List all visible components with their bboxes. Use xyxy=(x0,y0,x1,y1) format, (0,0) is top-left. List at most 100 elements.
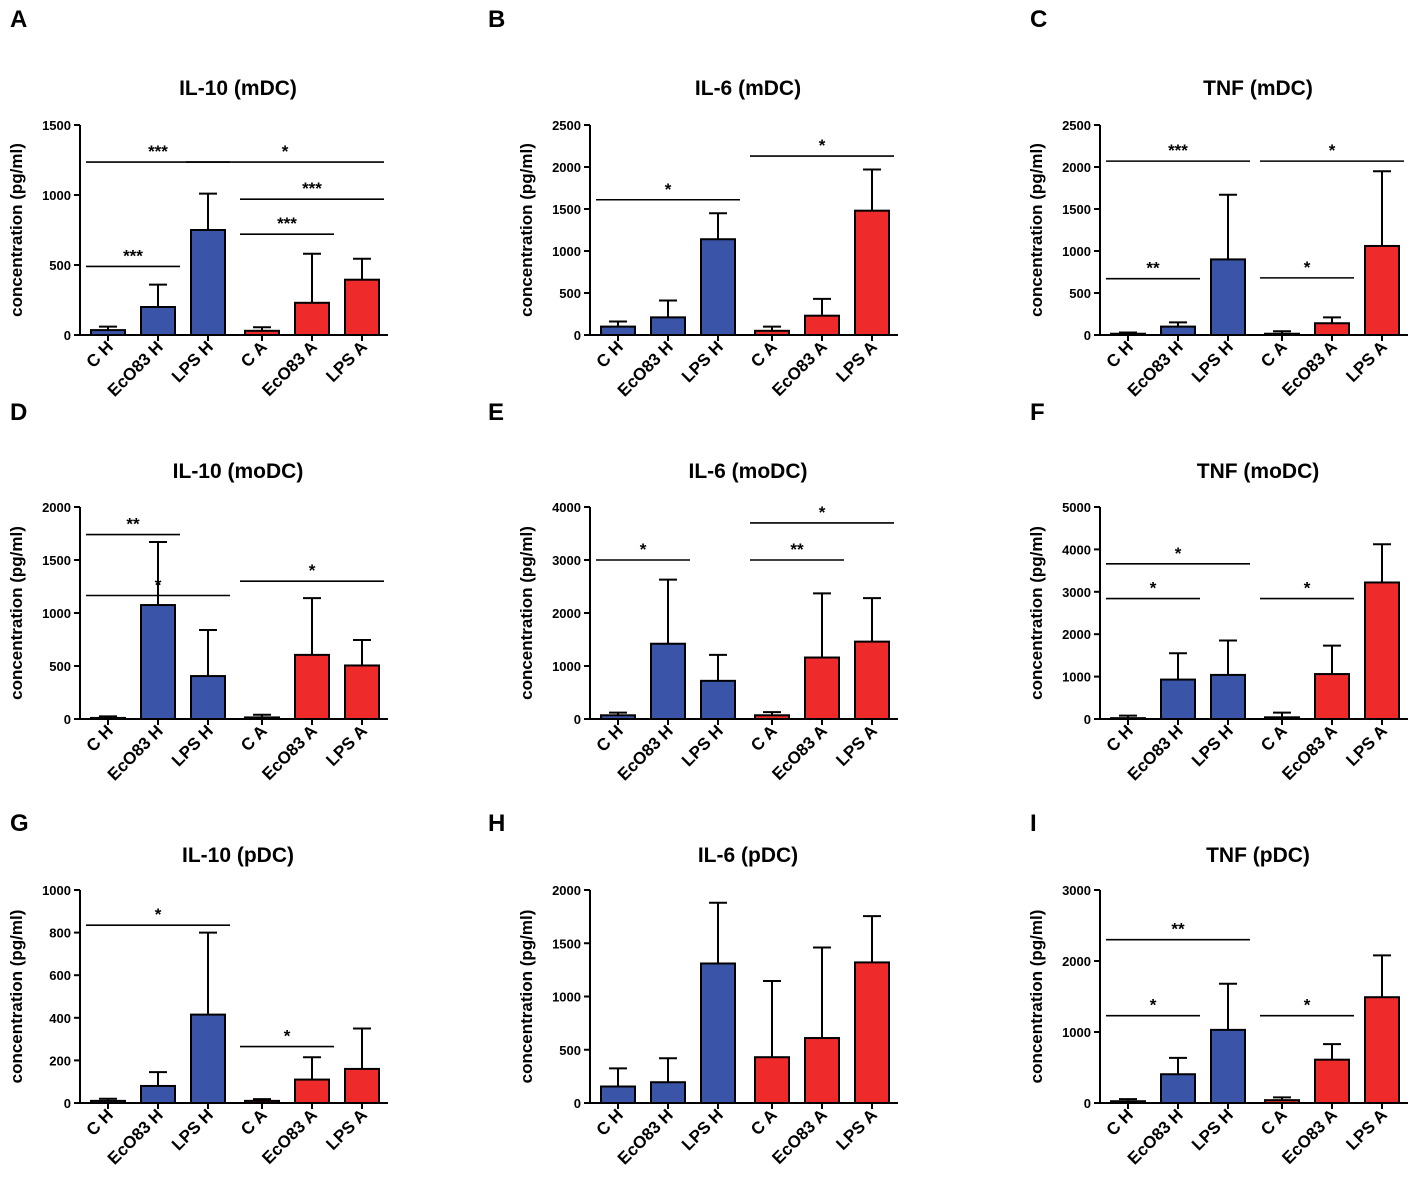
bar-lps-h xyxy=(700,962,736,1104)
significance-label: * xyxy=(1150,996,1157,1015)
y-tick-label: 2000 xyxy=(552,160,581,175)
y-axis-label: concentration (pg/ml) xyxy=(1027,143,1046,317)
bar-eco83-a xyxy=(1314,322,1350,336)
y-tick-label: 1000 xyxy=(552,244,581,259)
category-label: EcO83 H xyxy=(104,337,167,400)
bar-lps-a xyxy=(854,640,890,720)
y-axis-label: concentration (pg/ml) xyxy=(7,526,26,700)
y-tick-label: 0 xyxy=(64,712,71,727)
panel-letter: A xyxy=(10,6,27,33)
category-label: EcO83 H xyxy=(104,721,167,784)
chart-panel-I: I TNF (pDC) concentration (pg/ml) 0 1000 2000… xyxy=(1027,810,1408,1168)
y-tick-label: 500 xyxy=(49,258,71,273)
category-label: C H xyxy=(1103,1105,1137,1139)
bar-lps-a xyxy=(1364,581,1400,720)
y-tick-label: 1000 xyxy=(1062,1025,1091,1040)
chart-title: IL-10 (moDC) xyxy=(173,460,304,483)
bar-c-h xyxy=(1110,717,1146,720)
y-tick-label: 2000 xyxy=(1062,627,1091,642)
y-tick-label: 400 xyxy=(49,1011,71,1026)
significance-label: * xyxy=(309,561,316,580)
category-label: EcO83 H xyxy=(614,337,677,400)
bar-lps-a xyxy=(1364,244,1400,337)
bar-eco83-h xyxy=(1160,678,1196,720)
bar-lps-h xyxy=(190,1013,226,1104)
bar-c-h xyxy=(1110,332,1146,336)
y-tick-label: 1500 xyxy=(552,936,581,951)
category-label: C H xyxy=(593,1105,627,1139)
chart-title: IL-6 (moDC) xyxy=(689,460,808,483)
panel-letter: I xyxy=(1030,810,1037,837)
y-tick-label: 0 xyxy=(574,328,581,343)
panel-letter: H xyxy=(488,810,505,837)
y-axis-label: concentration (pg/ml) xyxy=(7,143,26,317)
category-label: EcO83 A xyxy=(258,721,320,783)
significance-label: * xyxy=(155,905,162,924)
y-tick-label: 0 xyxy=(574,1096,581,1111)
y-tick-label: 2000 xyxy=(1062,160,1091,175)
category-label: LPS A xyxy=(322,1105,370,1153)
chart-panel-D: D IL-10 (moDC) concentration (pg/ml) 0 500 10… xyxy=(7,399,388,784)
category-label: C A xyxy=(237,337,271,371)
y-tick-label: 500 xyxy=(49,659,71,674)
bar-c-h xyxy=(90,1099,126,1104)
y-tick-label: 3000 xyxy=(1062,883,1091,898)
bar-eco83-a xyxy=(1314,673,1350,721)
bar-lps-h xyxy=(1210,673,1246,720)
chart-panel-E: E IL-6 (moDC) concentration (pg/ml) 0 1000 20… xyxy=(488,399,898,784)
y-tick-label: 0 xyxy=(64,1096,71,1111)
category-label: EcO83 A xyxy=(1278,337,1340,399)
bar-lps-a xyxy=(344,278,380,337)
chart-panel-F: F TNF (moDC) concentration (pg/ml) 0 1000 200… xyxy=(1027,399,1408,784)
category-label: LPS H xyxy=(1188,721,1237,770)
bar-eco83-a xyxy=(804,1037,840,1105)
panel-letter: G xyxy=(10,810,29,837)
y-tick-label: 600 xyxy=(49,968,71,983)
bar-c-a xyxy=(1264,716,1300,721)
bar-lps-a xyxy=(854,961,890,1104)
bar-eco83-h xyxy=(1160,325,1196,337)
bar-eco83-h xyxy=(650,1081,686,1105)
chart-title: IL-10 (pDC) xyxy=(182,844,294,867)
significance-label: * xyxy=(1304,579,1311,598)
category-label: EcO83 A xyxy=(258,1105,320,1167)
category-label: LPS H xyxy=(168,337,217,386)
bar-lps-a xyxy=(344,1067,380,1105)
y-tick-label: 500 xyxy=(1069,286,1091,301)
bar-lps-h xyxy=(190,229,226,336)
bar-c-a xyxy=(244,716,280,720)
category-label: EcO83 A xyxy=(768,337,830,399)
significance-label: * xyxy=(284,1027,291,1046)
category-label: LPS H xyxy=(678,337,727,386)
y-tick-label: 1000 xyxy=(1062,244,1091,259)
y-axis-label: concentration (pg/ml) xyxy=(517,910,536,1084)
significance-label: * xyxy=(1304,996,1311,1015)
y-tick-label: 1500 xyxy=(42,118,71,133)
category-label: LPS A xyxy=(1342,721,1390,769)
bar-lps-a xyxy=(344,664,380,720)
y-tick-label: 2000 xyxy=(42,500,71,515)
category-label: C A xyxy=(1257,337,1291,371)
y-tick-label: 2000 xyxy=(552,883,581,898)
chart-title: IL-10 (mDC) xyxy=(179,77,297,100)
category-label: C A xyxy=(237,721,271,755)
category-label: C H xyxy=(83,721,117,755)
chart-panel-B: B IL-6 (mDC) concentration (pg/ml) 0 500 1000… xyxy=(488,6,898,400)
category-label: EcO83 A xyxy=(1278,721,1340,783)
category-label: LPS H xyxy=(168,1105,217,1154)
significance-label: ** xyxy=(790,540,804,559)
significance-label: * xyxy=(1150,579,1157,598)
bar-lps-h xyxy=(1210,1028,1246,1104)
category-label: C A xyxy=(1257,1105,1291,1139)
category-label: EcO83 H xyxy=(1124,1105,1187,1168)
category-label: C H xyxy=(1103,721,1137,755)
y-tick-label: 1500 xyxy=(552,202,581,217)
category-label: LPS A xyxy=(832,337,880,385)
y-tick-label: 3000 xyxy=(1062,585,1091,600)
y-tick-label: 200 xyxy=(49,1053,71,1068)
y-tick-label: 500 xyxy=(559,286,581,301)
category-label: LPS A xyxy=(322,721,370,769)
bar-c-a xyxy=(244,1099,280,1104)
category-label: C H xyxy=(593,337,627,371)
significance-label: ** xyxy=(126,515,140,534)
